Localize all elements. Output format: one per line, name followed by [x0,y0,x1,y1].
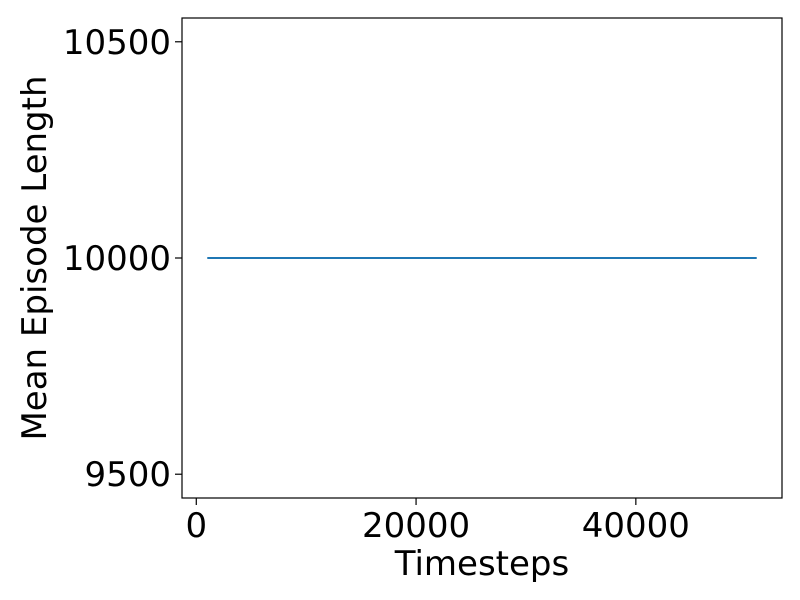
y-tick-label: 9500 [84,455,171,495]
x-axis-label: Timesteps [394,544,569,584]
y-tick-label: 10000 [63,239,171,279]
x-tick-label: 40000 [582,506,690,546]
y-axis-ticks: 9500 10000 10500 [63,23,182,495]
x-tick-label: 20000 [362,506,470,546]
x-axis-ticks: 0 20000 40000 [185,498,689,546]
x-tick-label: 0 [185,506,207,546]
y-tick-label: 10500 [63,23,171,63]
plot-area [182,18,782,498]
y-axis-label: Mean Episode Length [15,75,55,440]
